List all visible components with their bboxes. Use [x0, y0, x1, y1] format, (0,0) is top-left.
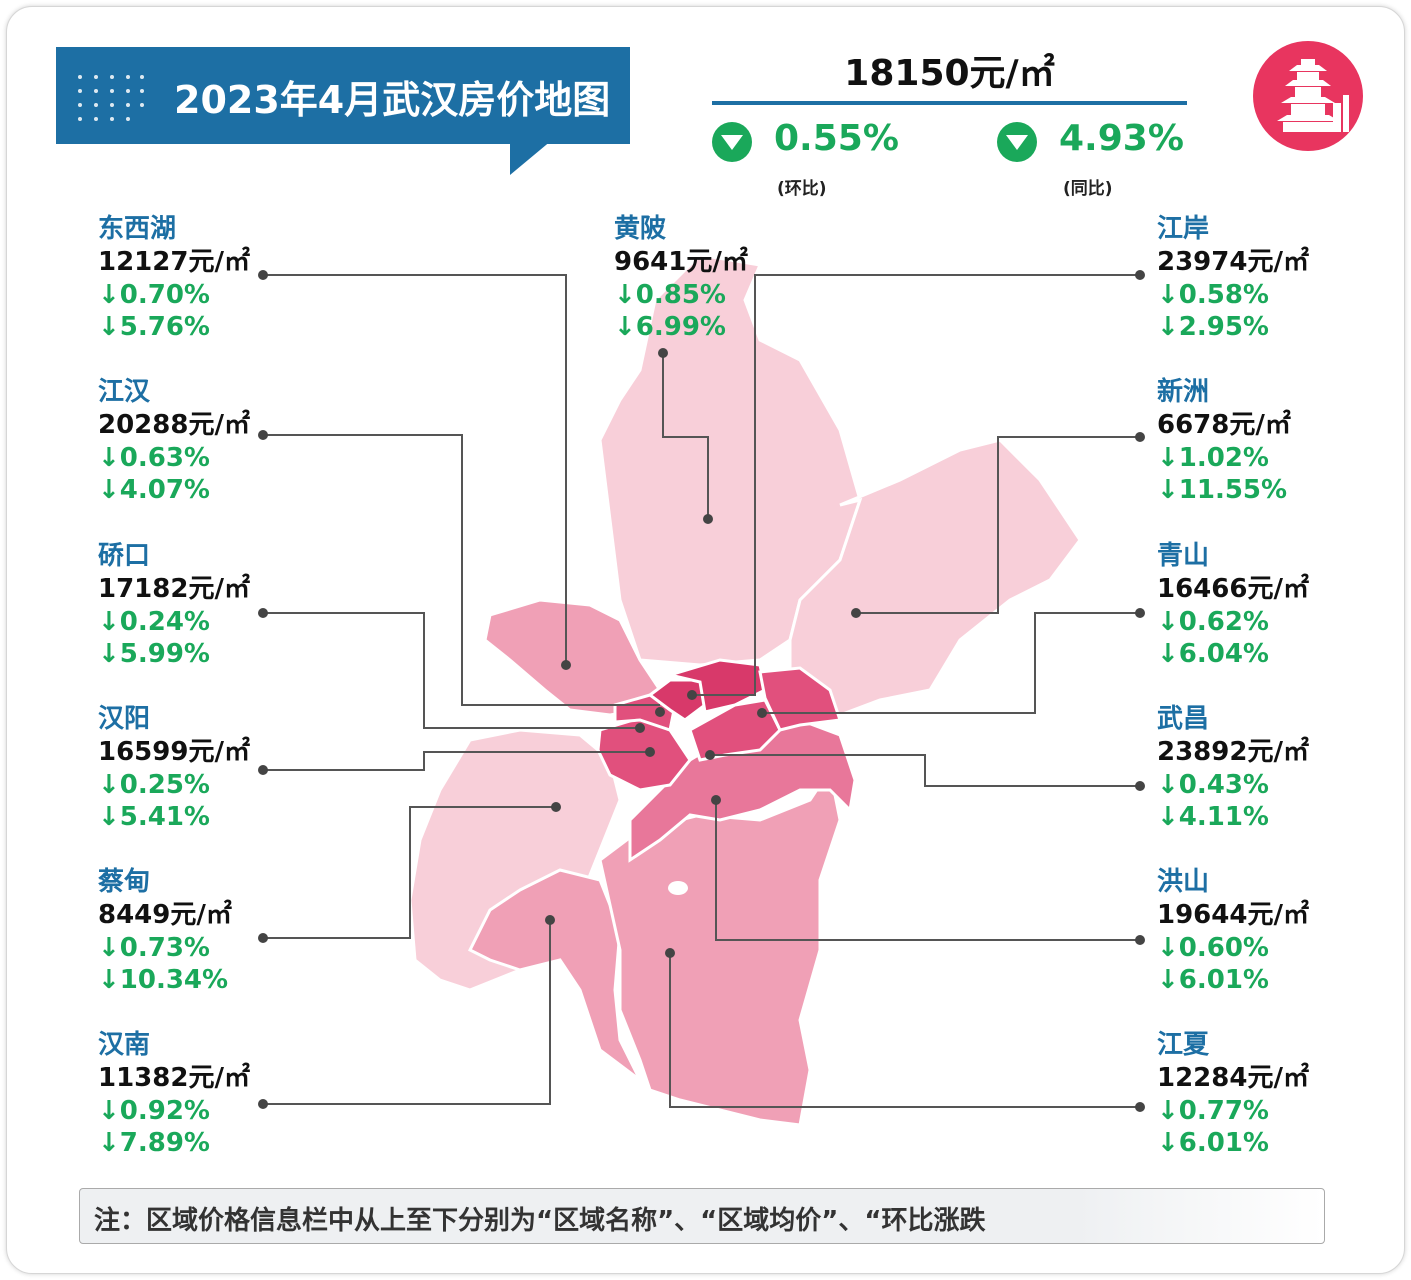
district-yoy: ↓10.34% [98, 965, 229, 995]
district-mom: ↓0.92% [98, 1096, 210, 1126]
district-price: 6678元/㎡ [1157, 410, 1291, 440]
city-mom-caption: (环比) [777, 179, 827, 199]
district-name: 洪山 [1157, 867, 1210, 897]
leader-hannan [263, 920, 551, 1105]
down-triangle-icon [997, 122, 1037, 162]
district-name: 黄陂 [614, 214, 667, 244]
note-text: 注：区域价格信息栏中从上至下分别为“区域名称”、“区域均价”、“环比涨跌 [94, 1206, 986, 1236]
district-info-jiangxia: 江夏 12284元/㎡ ↓0.77% ↓6.01% [1157, 1029, 1387, 1159]
dots-decoration-icon [78, 75, 144, 121]
leader-dongxihu [263, 274, 567, 665]
district-yoy: ↓6.04% [1157, 639, 1269, 669]
leader-hanyang [263, 751, 650, 771]
district-info-wuchang: 武昌 23892元/㎡ ↓0.43% ↓4.11% [1157, 703, 1387, 833]
district-yoy: ↓4.07% [98, 475, 210, 505]
district-mom: ↓0.24% [98, 607, 210, 637]
district-mom: ↓0.58% [1157, 280, 1269, 310]
district-price: 16599元/㎡ [98, 737, 250, 767]
district-name: 汉阳 [98, 704, 151, 734]
district-yoy: ↓5.41% [98, 802, 210, 832]
district-info-hongshan: 洪山 19644元/㎡ ↓0.60% ↓6.01% [1157, 866, 1387, 996]
district-price: 17182元/㎡ [98, 574, 250, 604]
title-banner-tail [510, 135, 558, 175]
district-yoy: ↓5.99% [98, 639, 210, 669]
leader-jiangxia [669, 953, 1140, 1108]
district-name: 江汉 [98, 377, 151, 407]
district-yoy: ↓6.01% [1157, 1128, 1269, 1158]
district-name: 青山 [1157, 541, 1210, 571]
district-mom: ↓0.63% [98, 443, 210, 473]
district-yoy: ↓2.95% [1157, 312, 1269, 342]
page-title: 2023年4月武汉房价地图 [174, 78, 611, 122]
district-name: 江夏 [1157, 1030, 1210, 1060]
leader-caidian [263, 806, 556, 939]
leader-qingshan [762, 612, 1140, 714]
leader-qiaokou [263, 612, 640, 729]
district-info-huangpi: 黄陂 9641元/㎡ ↓0.85% ↓6.99% [614, 213, 844, 343]
district-name: 武昌 [1157, 704, 1210, 734]
district-price: 23892元/㎡ [1157, 737, 1309, 767]
leader-wuchang [710, 754, 1140, 787]
district-name: 江岸 [1157, 214, 1210, 244]
district-price: 19644元/㎡ [1157, 900, 1309, 930]
district-mom: ↓0.62% [1157, 607, 1269, 637]
city-average-price: 18150元/㎡ [844, 53, 1055, 94]
district-mom: ↓0.25% [98, 770, 210, 800]
district-price: 23974元/㎡ [1157, 247, 1309, 277]
district-info-caidian: 蔡甸 8449元/㎡ ↓0.73% ↓10.34% [98, 866, 328, 996]
divider [712, 101, 1187, 105]
map-region-qingshan [758, 666, 843, 732]
district-yoy: ↓4.11% [1157, 802, 1269, 832]
yellow-crane-tower-icon [1253, 41, 1363, 151]
district-mom: ↓0.77% [1157, 1096, 1269, 1126]
district-mom: ↓0.70% [98, 280, 210, 310]
district-yoy: ↓6.01% [1157, 965, 1269, 995]
district-info-jiangan: 江岸 23974元/㎡ ↓0.58% ↓2.95% [1157, 213, 1387, 343]
district-yoy: ↓7.89% [98, 1128, 210, 1158]
district-info-qingshan: 青山 16466元/㎡ ↓0.62% ↓6.04% [1157, 540, 1387, 670]
district-yoy: ↓5.76% [98, 312, 210, 342]
district-price: 11382元/㎡ [98, 1063, 250, 1093]
district-mom: ↓0.43% [1157, 770, 1269, 800]
map-region-jiangxia [598, 766, 842, 1127]
leader-huangpi [662, 353, 709, 519]
leader-xinzhou [856, 436, 1140, 614]
district-price: 12127元/㎡ [98, 247, 250, 277]
district-yoy: ↓11.55% [1157, 475, 1288, 505]
district-info-qiaokou: 硚口 17182元/㎡ ↓0.24% ↓5.99% [98, 540, 328, 670]
district-price: 16466元/㎡ [1157, 574, 1309, 604]
map-region-xinzhou [788, 438, 1082, 717]
leader-hongshan [715, 800, 1140, 941]
district-name: 新洲 [1157, 377, 1210, 407]
district-mom: ↓0.73% [98, 933, 210, 963]
district-price: 9641元/㎡ [614, 247, 748, 277]
district-mom: ↓1.02% [1157, 443, 1269, 473]
leader-jianghan [263, 434, 660, 706]
district-mom: ↓0.60% [1157, 933, 1269, 963]
district-name: 东西湖 [98, 214, 177, 244]
note-bar: 注：区域价格信息栏中从上至下分别为“区域名称”、“区域均价”、“环比涨跌 [79, 1188, 1325, 1244]
district-info-jianghan: 江汉 20288元/㎡ ↓0.63% ↓4.07% [98, 376, 328, 506]
district-price: 20288元/㎡ [98, 410, 250, 440]
district-mom: ↓0.85% [614, 280, 726, 310]
district-name: 硚口 [98, 541, 151, 571]
district-price: 8449元/㎡ [98, 900, 232, 930]
city-yoy-caption: (同比) [1063, 179, 1113, 199]
district-info-xinzhou: 新洲 6678元/㎡ ↓1.02% ↓11.55% [1157, 376, 1387, 506]
district-info-hannan: 汉南 11382元/㎡ ↓0.92% ↓7.89% [98, 1029, 328, 1159]
district-info-hanyang: 汉阳 16599元/㎡ ↓0.25% ↓5.41% [98, 703, 328, 833]
district-name: 汉南 [98, 1030, 151, 1060]
district-name: 蔡甸 [98, 867, 151, 897]
district-price: 12284元/㎡ [1157, 1063, 1309, 1093]
title-banner: 2023年4月武汉房价地图 [56, 47, 630, 144]
leader-jiangan [692, 274, 1140, 696]
down-triangle-icon [712, 122, 752, 162]
map-region-jiangan [664, 658, 767, 714]
district-yoy: ↓6.99% [614, 312, 726, 342]
district-info-dongxihu: 东西湖 12127元/㎡ ↓0.70% ↓5.76% [98, 213, 328, 343]
